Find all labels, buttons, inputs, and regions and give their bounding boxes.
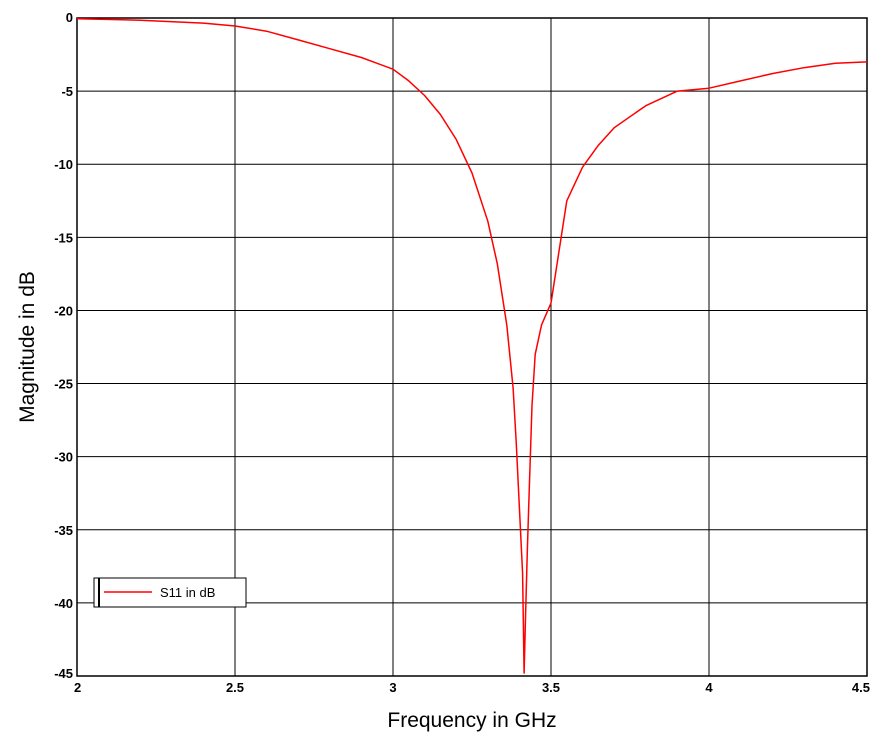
x-tick-label: 3.5 xyxy=(542,680,560,695)
x-tick-label: 4.5 xyxy=(852,680,870,695)
y-tick-label: -15 xyxy=(54,230,73,245)
x-tick-label: 2 xyxy=(74,680,81,695)
y-axis-title: Magnitude in dB xyxy=(16,271,39,423)
x-tick-label: 4 xyxy=(705,680,713,695)
y-tick-label: -20 xyxy=(54,303,73,318)
y-tick-label: -25 xyxy=(54,377,73,392)
y-tick-label: -5 xyxy=(61,84,73,99)
legend-label: S11 in dB xyxy=(160,585,215,600)
x-axis-title: Frequency in GHz xyxy=(387,709,556,732)
series-line xyxy=(76,17,868,674)
x-tick-label: 2.5 xyxy=(226,680,244,695)
y-tick-label: -40 xyxy=(54,596,73,611)
y-tick-label: -35 xyxy=(54,523,73,538)
plot-area xyxy=(77,18,867,676)
y-tick-label: -45 xyxy=(54,666,73,681)
plot-frame xyxy=(76,17,868,677)
y-tick-label: -10 xyxy=(54,157,73,172)
y-tick-label: 0 xyxy=(66,10,73,25)
x-tick-label: 3 xyxy=(389,680,396,695)
y-tick-label: -30 xyxy=(54,450,73,465)
